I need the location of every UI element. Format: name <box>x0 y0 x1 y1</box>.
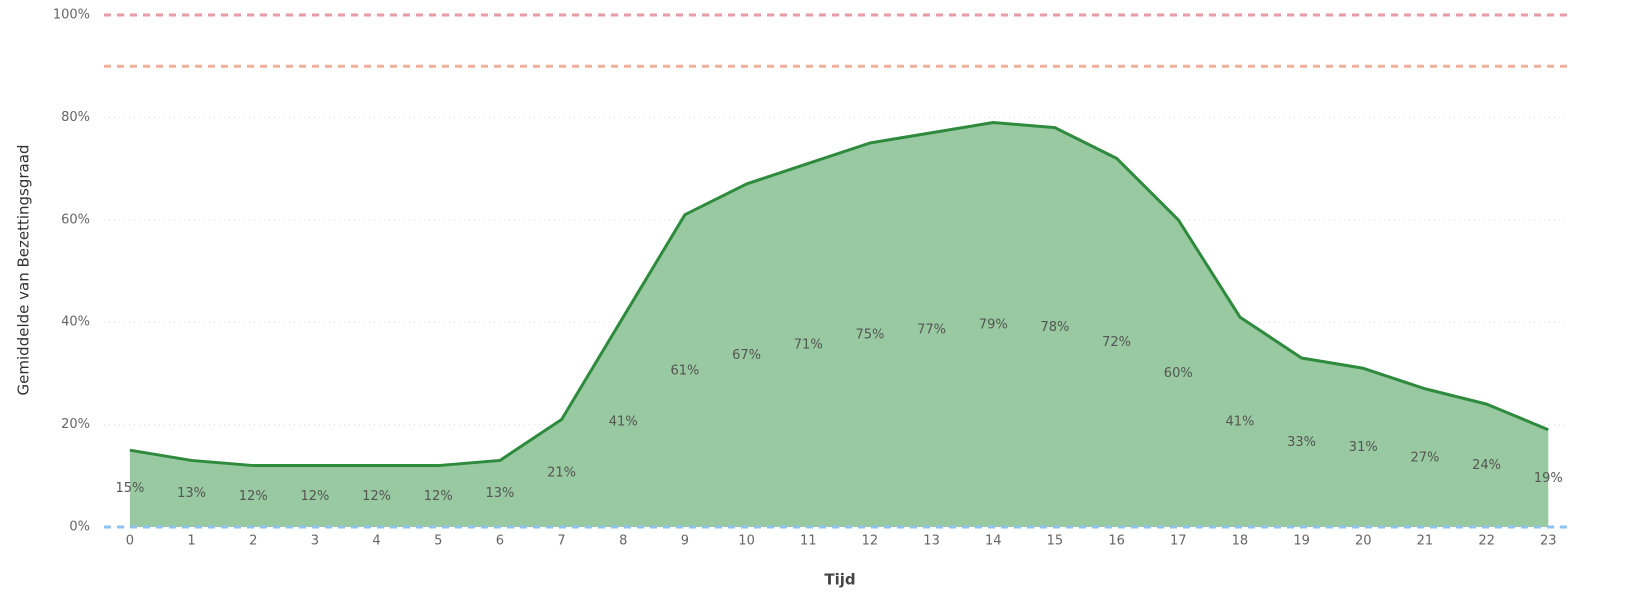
x-tick-label: 18 <box>1232 534 1249 549</box>
x-tick-label: 4 <box>372 534 380 549</box>
data-label: 41% <box>609 415 638 430</box>
data-label: 60% <box>1164 366 1193 381</box>
x-tick-label: 12 <box>862 534 879 549</box>
data-label: 79% <box>979 317 1008 332</box>
data-label: 12% <box>239 489 268 504</box>
data-label: 75% <box>855 328 884 343</box>
x-tick-label: 23 <box>1540 534 1557 549</box>
x-tick-label: 13 <box>923 534 940 549</box>
x-tick-label: 17 <box>1170 534 1187 549</box>
data-label: 12% <box>362 489 391 504</box>
x-tick-label: 3 <box>311 534 319 549</box>
data-label: 61% <box>670 363 699 378</box>
y-tick-label: 100% <box>53 8 90 23</box>
data-label: 15% <box>115 481 144 496</box>
data-label: 71% <box>794 338 823 353</box>
line <box>129 121 1549 468</box>
x-tick-label: 1 <box>187 534 195 549</box>
x-tick-label: 19 <box>1293 534 1310 549</box>
y-tick-label: 20% <box>61 417 90 432</box>
x-tick-label: 7 <box>557 534 565 549</box>
x-tick-label: 11 <box>800 534 817 549</box>
x-tick-label: 22 <box>1478 534 1495 549</box>
data-label: 31% <box>1349 440 1378 455</box>
x-tick-label: 2 <box>249 534 257 549</box>
data-label: 72% <box>1102 335 1131 350</box>
data-label: 13% <box>485 486 514 501</box>
x-tick-label: 6 <box>496 534 504 549</box>
data-label: 12% <box>424 489 453 504</box>
x-tick-label: 9 <box>681 534 689 549</box>
data-label: 27% <box>1410 450 1439 465</box>
data-label: 33% <box>1287 435 1316 450</box>
y-axis-title: Gemiddelde van Bezettingsgraad <box>15 145 33 396</box>
y-tick-label: 80% <box>61 110 90 125</box>
data-label: 12% <box>300 489 329 504</box>
data-label: 21% <box>547 466 576 481</box>
x-tick-label: 15 <box>1047 534 1064 549</box>
x-tick-label: 8 <box>619 534 627 549</box>
data-label: 41% <box>1225 415 1254 430</box>
x-axis-title: Tijd <box>824 571 855 589</box>
data-label: 19% <box>1534 471 1563 486</box>
x-tick-label: 0 <box>126 534 134 549</box>
x-tick-label: 16 <box>1108 534 1125 549</box>
x-tick-label: 14 <box>985 534 1002 549</box>
x-tick-label: 21 <box>1417 534 1434 549</box>
data-label: 77% <box>917 322 946 337</box>
data-label: 67% <box>732 348 761 363</box>
y-tick-label: 40% <box>61 315 90 330</box>
x-tick-label: 5 <box>434 534 442 549</box>
data-label: 24% <box>1472 458 1501 473</box>
y-tick-label: 0% <box>69 520 90 535</box>
area <box>129 122 1549 528</box>
data-label: 78% <box>1040 320 1069 335</box>
data-label: 13% <box>177 486 206 501</box>
x-tick-label: 10 <box>738 534 755 549</box>
y-tick-label: 60% <box>61 212 90 227</box>
x-tick-label: 20 <box>1355 534 1372 549</box>
